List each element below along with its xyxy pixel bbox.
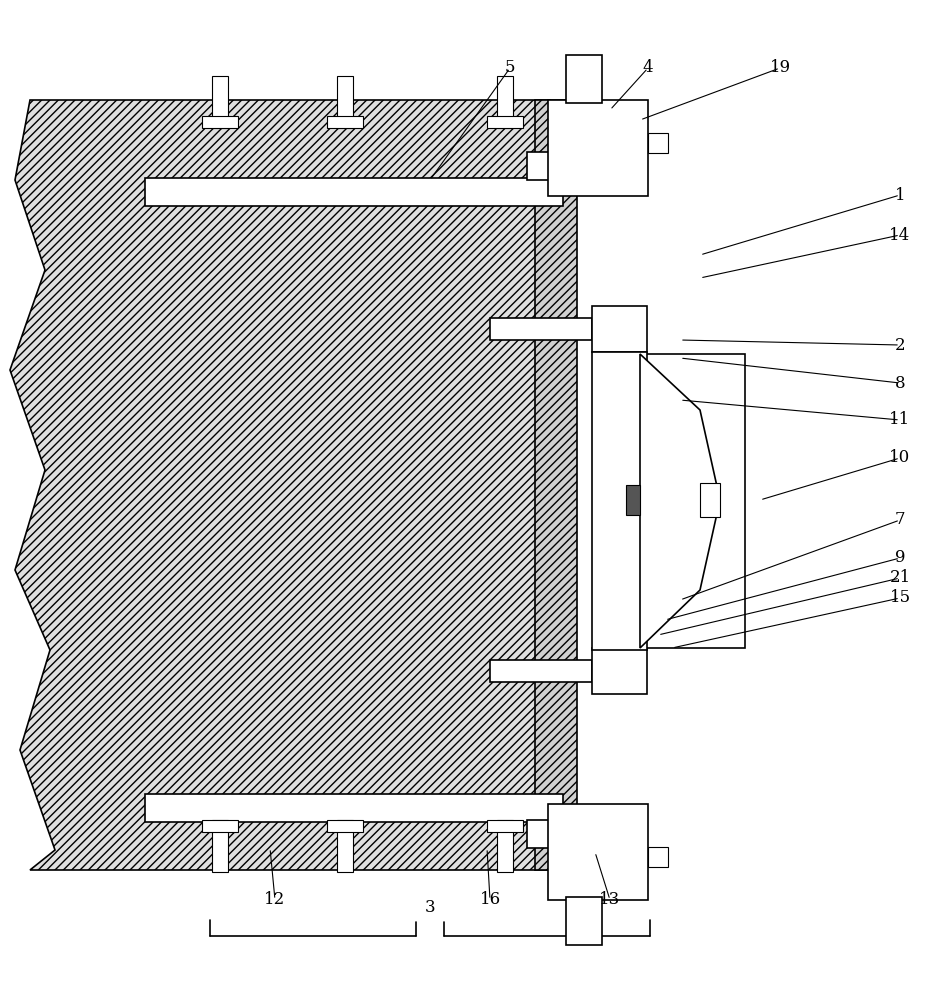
Bar xyxy=(202,820,238,832)
Text: 4: 4 xyxy=(643,60,653,77)
Bar xyxy=(337,820,353,872)
Text: 5: 5 xyxy=(505,60,515,77)
Bar xyxy=(145,178,563,206)
Text: 14: 14 xyxy=(889,227,911,243)
Bar xyxy=(592,648,647,694)
Bar xyxy=(145,794,563,822)
Bar xyxy=(202,116,238,128)
Bar xyxy=(327,116,363,128)
Polygon shape xyxy=(10,100,550,870)
Text: 10: 10 xyxy=(889,450,911,466)
Text: 9: 9 xyxy=(895,550,905,566)
Text: 8: 8 xyxy=(895,374,905,391)
Text: 13: 13 xyxy=(600,892,621,908)
Bar xyxy=(497,820,513,872)
Bar xyxy=(548,100,648,196)
Bar xyxy=(592,306,647,352)
Text: 16: 16 xyxy=(480,892,501,908)
Text: 21: 21 xyxy=(889,570,911,586)
Text: 3: 3 xyxy=(425,900,435,916)
Bar xyxy=(592,352,647,650)
Bar xyxy=(212,76,228,128)
Text: 1: 1 xyxy=(895,186,905,204)
Text: 2: 2 xyxy=(895,336,905,354)
Bar xyxy=(648,847,668,867)
Text: 12: 12 xyxy=(265,892,286,908)
Text: 7: 7 xyxy=(895,512,905,528)
Text: 19: 19 xyxy=(769,60,790,77)
Bar xyxy=(487,116,523,128)
Polygon shape xyxy=(640,354,720,648)
Bar xyxy=(490,660,592,682)
Bar xyxy=(212,820,228,872)
Bar xyxy=(527,152,607,180)
Bar xyxy=(700,483,720,517)
Bar xyxy=(640,354,745,648)
Text: 11: 11 xyxy=(889,412,911,428)
Bar xyxy=(327,820,363,832)
Bar xyxy=(527,820,607,848)
Bar xyxy=(497,76,513,128)
Bar xyxy=(535,100,577,870)
Bar xyxy=(648,133,668,153)
Bar xyxy=(566,55,602,103)
Bar xyxy=(626,485,640,515)
Bar xyxy=(337,76,353,128)
Bar xyxy=(487,820,523,832)
Bar xyxy=(548,804,648,900)
Bar xyxy=(566,897,602,945)
Bar xyxy=(490,318,592,340)
Text: 15: 15 xyxy=(889,589,910,606)
